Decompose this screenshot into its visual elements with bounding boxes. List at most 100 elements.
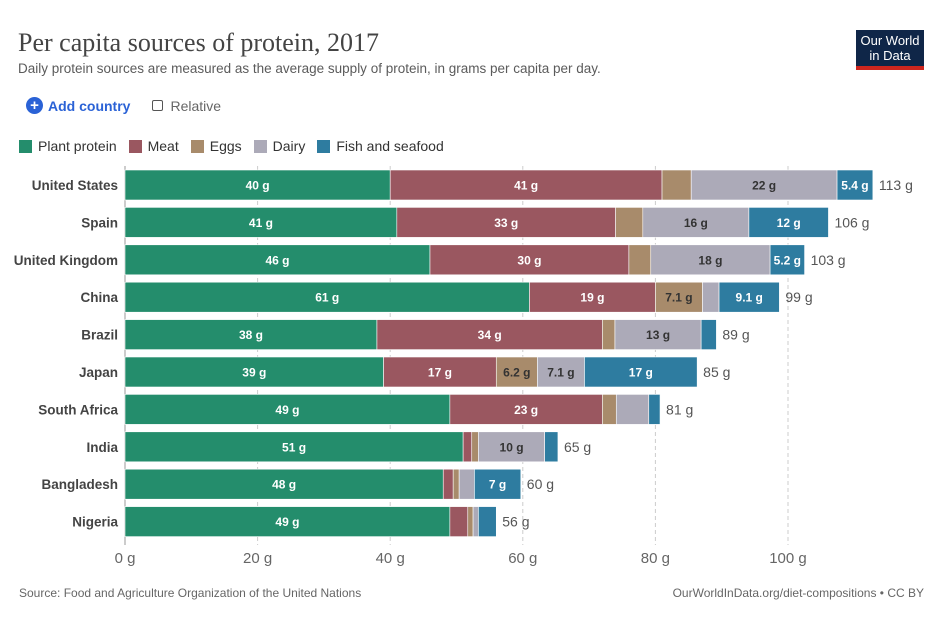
data-label: 30 g (517, 253, 541, 267)
owid-logo[interactable]: Our World in Data (856, 30, 924, 70)
data-label: 6.2 g (503, 366, 530, 380)
data-label: 19 g (580, 291, 604, 305)
data-label: 38 g (239, 328, 263, 342)
bar-segment-eggs (467, 506, 474, 537)
x-tick-label: 60 g (508, 550, 537, 567)
total-label: 85 g (703, 364, 730, 380)
category-label: Japan (79, 365, 118, 380)
data-label: 49 g (275, 515, 299, 529)
bar-segment-meat (383, 356, 497, 388)
category-label: United Kingdom (14, 253, 118, 268)
legend-swatch (190, 139, 204, 153)
bar-segment-eggs (471, 431, 479, 463)
data-label: 61 g (315, 291, 339, 305)
source-link[interactable]: OurWorldInData.org/diet-compositions • C… (672, 586, 924, 600)
bar-segment-meat (429, 244, 630, 276)
total-label: 65 g (564, 439, 591, 455)
data-label: 7 g (489, 478, 506, 492)
legend-item-plant-protein[interactable]: Plant protein (19, 138, 117, 154)
bar-segment-dairy (458, 468, 475, 500)
data-label: 7.1 g (665, 291, 692, 305)
data-label: 34 g (478, 328, 502, 342)
bar-segment-dairy (614, 319, 702, 350)
data-label: 33 g (494, 216, 518, 230)
bar-segment-plant-protein (124, 244, 431, 276)
legend-swatch (19, 139, 32, 153)
legend: Plant protein Meat Eggs Dairy Fish and seafo… (19, 138, 456, 154)
data-label: 9.1 g (736, 291, 763, 305)
legend-label: Fish and seafood (336, 138, 444, 154)
bar-segment-plant-protein (124, 281, 530, 313)
bar-segment-fish-and-seafood (544, 431, 559, 463)
legend-item-eggs[interactable]: Eggs (190, 138, 242, 154)
data-label: 7.1 g (547, 366, 574, 380)
bar-segment-fish-and-seafood (474, 468, 522, 500)
bar-segment-fish-and-seafood (718, 281, 780, 313)
legend-swatch (253, 139, 267, 153)
legend-label: Dairy (272, 138, 306, 154)
chart-controls: + Add country Relative (26, 97, 221, 114)
data-label: 48 g (272, 478, 296, 492)
bar-segment-meat (389, 169, 663, 201)
bar-segment-plant-protein (124, 468, 444, 500)
bar-segment-dairy (615, 394, 650, 425)
data-label: 13 g (646, 328, 670, 342)
bar-segment-plant-protein (124, 319, 378, 350)
legend-label: Meat (147, 138, 179, 154)
legend-label: Plant protein (38, 138, 117, 154)
add-country-label: Add country (48, 97, 131, 114)
source-note: Source: Food and Agriculture Organizatio… (19, 586, 362, 600)
bar-segment-eggs (628, 244, 652, 276)
x-tick-label: 40 g (376, 550, 405, 567)
total-label: 56 g (502, 514, 529, 530)
data-label: 39 g (242, 366, 266, 380)
bar-segment-meat (449, 506, 469, 537)
bar-segment-plant-protein (124, 394, 451, 425)
data-label: 49 g (275, 403, 299, 417)
category-label: China (80, 290, 118, 305)
bar-chart: 0 g 20 g 40 g 60 g 80 g 100 g United States 40 … (14, 166, 913, 567)
data-label: 18 g (698, 253, 722, 267)
checkbox-icon (152, 100, 164, 111)
bar-segment-eggs (602, 394, 617, 425)
chart-subtitle: Daily protein sources are measured as th… (18, 61, 601, 76)
data-label: 16 g (684, 216, 708, 230)
bar-segment-fish-and-seafood (584, 356, 698, 388)
category-label: Bangladesh (41, 477, 118, 492)
data-label: 40 g (246, 179, 270, 193)
bar-segment-meat (449, 394, 603, 425)
total-label: 81 g (666, 401, 693, 417)
data-label: 5.2 g (774, 253, 801, 267)
bar-segment-eggs (452, 468, 460, 500)
bar-segment-eggs (661, 169, 692, 201)
relative-checkbox[interactable]: Relative (152, 98, 221, 114)
bar-segment-dairy (690, 169, 838, 201)
bar-segment-fish-and-seafood (769, 244, 805, 276)
x-tick-label: 100 g (769, 550, 807, 567)
bar-segment-dairy (478, 431, 545, 463)
data-label: 17 g (428, 366, 452, 380)
bar-segment-meat (396, 207, 616, 238)
data-label: 41 g (514, 179, 538, 193)
x-tick-label: 0 g (115, 550, 136, 567)
total-label: 89 g (722, 327, 749, 343)
data-label: 41 g (249, 216, 273, 230)
legend-item-fish-and-seafood[interactable]: Fish and seafood (317, 138, 444, 154)
category-label: Spain (81, 215, 118, 230)
legend-item-meat[interactable]: Meat (128, 138, 179, 154)
data-label: 17 g (629, 366, 653, 380)
legend-swatch (128, 139, 142, 153)
total-label: 106 g (834, 214, 869, 230)
total-label: 103 g (811, 252, 846, 268)
bar-segment-eggs (602, 319, 616, 350)
bar-segment-plant-protein (124, 356, 384, 388)
category-label: United States (32, 178, 118, 193)
add-country-button[interactable]: + Add country (26, 97, 130, 114)
bar-segment-fish-and-seafood (478, 506, 497, 537)
plus-circle-icon: + (26, 97, 43, 114)
bar-segment-plant-protein (124, 169, 391, 201)
data-label: 10 g (500, 440, 524, 454)
bar-segment-eggs (495, 356, 538, 388)
total-label: 60 g (527, 476, 554, 492)
legend-item-dairy[interactable]: Dairy (253, 138, 306, 154)
